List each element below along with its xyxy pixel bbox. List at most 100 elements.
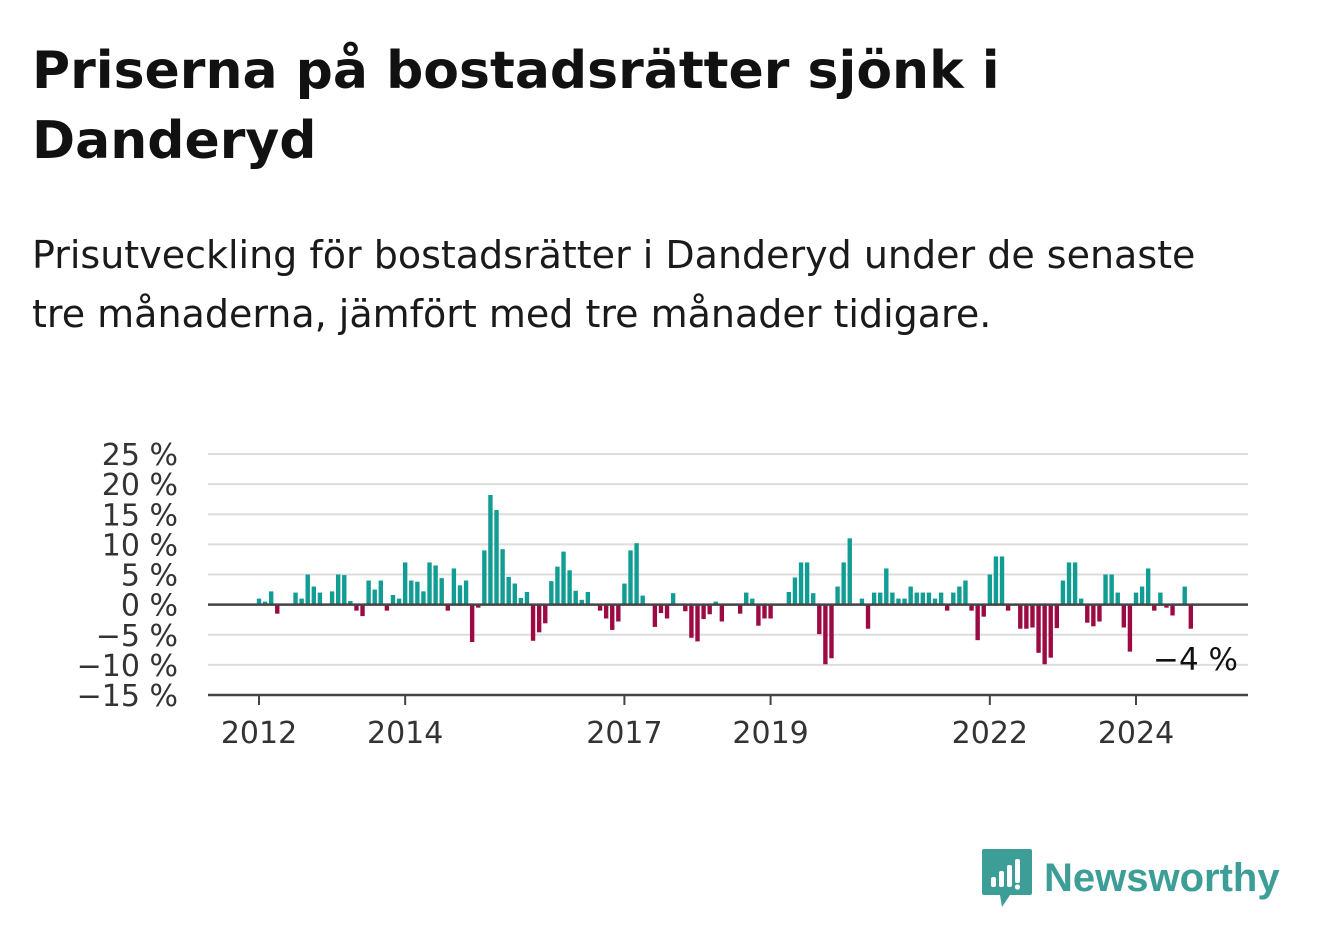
bar	[1054, 604, 1060, 629]
bar-chart: 25 %20 %15 %10 %5 %0 %−5 %−10 %−15 % 201…	[77, 438, 1248, 751]
bar	[1182, 586, 1187, 605]
bar	[817, 604, 822, 635]
y-tick-label: −15 %	[77, 679, 178, 714]
bar	[1078, 598, 1084, 605]
axes	[208, 603, 1248, 697]
bar	[683, 604, 688, 612]
bar	[360, 604, 365, 617]
y-tick-label: −5 %	[96, 619, 178, 654]
bar	[262, 601, 268, 605]
last-value-label: −4 %	[1153, 642, 1238, 678]
bar	[908, 586, 913, 605]
bar	[543, 604, 548, 624]
bar	[963, 580, 968, 605]
bar	[744, 592, 749, 605]
bar	[610, 604, 615, 630]
bar	[488, 494, 493, 605]
bar	[871, 592, 877, 605]
bar	[1103, 574, 1108, 605]
bar	[463, 580, 469, 605]
bar	[1152, 604, 1157, 611]
bar	[409, 580, 414, 605]
bar	[439, 578, 444, 605]
bar	[878, 592, 883, 605]
bar	[987, 574, 993, 605]
bar	[433, 565, 438, 605]
bar	[329, 591, 335, 605]
y-tick-label: 15 %	[102, 498, 178, 533]
bar	[1024, 604, 1029, 629]
bar	[969, 604, 974, 611]
y-tick-labels: 25 %20 %15 %10 %5 %0 %−5 %−10 %−15 %	[77, 438, 178, 714]
y-tick-label: 20 %	[102, 468, 178, 503]
bar	[786, 591, 792, 605]
bar	[348, 601, 353, 605]
bar	[421, 591, 426, 605]
bar	[536, 604, 542, 633]
bar	[1085, 604, 1090, 623]
bar	[999, 556, 1005, 605]
bar	[634, 543, 639, 605]
bar	[835, 586, 840, 605]
bars	[256, 494, 1194, 665]
bar	[512, 583, 517, 605]
y-tick-label: 25 %	[102, 438, 178, 473]
bar	[476, 604, 481, 608]
bar	[494, 510, 499, 605]
bar	[811, 593, 816, 605]
bar	[1127, 604, 1133, 652]
bar	[1005, 604, 1011, 611]
bar	[585, 591, 591, 605]
x-tick-label: 2019	[732, 716, 808, 751]
x-tick-labels: 2012 2014 2017 2019 2022 2024	[221, 695, 1174, 751]
bar	[451, 568, 457, 605]
bar	[469, 604, 475, 642]
brand-logo: Newsworthy	[980, 846, 1280, 910]
bar	[317, 592, 323, 605]
bar	[762, 604, 767, 619]
bar	[865, 604, 871, 629]
bar	[1060, 580, 1066, 605]
x-tick-label: 2012	[221, 716, 297, 751]
bar	[378, 580, 383, 605]
bar	[579, 599, 584, 605]
bar	[975, 604, 980, 641]
bar	[1164, 604, 1169, 608]
bar	[275, 604, 280, 614]
x-tick-label: 2014	[367, 716, 443, 751]
y-tick-label: 5 %	[121, 559, 178, 594]
bar	[737, 604, 743, 614]
bar	[268, 591, 274, 605]
bar	[402, 562, 408, 605]
bar	[1145, 568, 1151, 605]
bar	[792, 577, 798, 605]
bar	[1042, 604, 1047, 665]
bar	[354, 604, 359, 611]
bar	[707, 604, 712, 615]
bar	[518, 597, 524, 605]
bar	[427, 562, 432, 605]
bar	[603, 604, 609, 619]
bar	[311, 586, 317, 605]
bar	[658, 604, 664, 614]
bar	[1121, 604, 1127, 628]
bar	[256, 598, 262, 605]
bar	[482, 550, 487, 605]
bar	[415, 581, 420, 605]
bar	[573, 590, 578, 605]
bar	[841, 562, 846, 605]
bar	[1170, 604, 1175, 616]
bar	[597, 604, 603, 611]
bar	[1066, 562, 1072, 605]
bar	[1109, 574, 1114, 605]
bar	[823, 604, 828, 665]
y-tick-label: 0 %	[121, 589, 178, 624]
bar	[1048, 604, 1053, 658]
bar	[1158, 592, 1163, 605]
bar	[1188, 604, 1194, 629]
bar	[890, 592, 895, 605]
page-title: Priserna på bostadsrätter sjönk i Dander…	[32, 41, 1000, 171]
bar	[299, 598, 304, 605]
bar	[756, 604, 761, 626]
bar	[957, 586, 962, 605]
